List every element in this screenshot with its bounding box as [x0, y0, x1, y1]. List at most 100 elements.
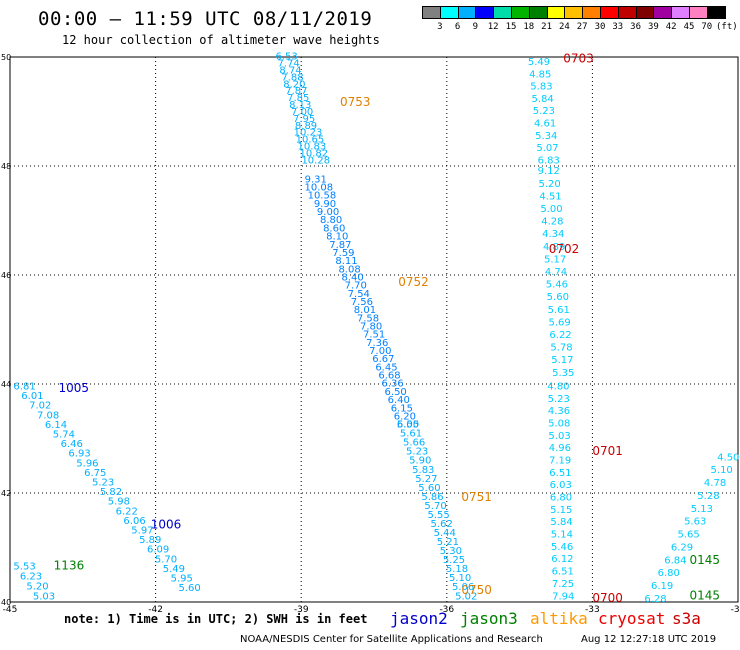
legend-label: 9 — [472, 22, 479, 32]
page-subtitle: 12 hour collection of altimeter wave hei… — [62, 33, 380, 47]
page-title: 00:00 – 11:59 UTC 08/11/2019 — [38, 8, 373, 30]
mission-altika: altika — [530, 609, 588, 628]
track-time-label: 0750 — [461, 583, 492, 597]
mission-s3a: s3a — [672, 609, 701, 628]
swh-value: 4.96 — [549, 443, 571, 454]
swh-value: 5.18 — [446, 564, 468, 575]
swh-value: 4.78 — [704, 478, 726, 489]
legend-label: 36 — [630, 22, 642, 32]
swh-value: 5.10 — [449, 573, 471, 584]
swh-value: 7.56 — [351, 297, 373, 308]
swh-value: 5.84 — [532, 94, 554, 105]
swh-value: 10.28 — [301, 155, 330, 166]
swh-value: 6.68 — [378, 371, 400, 382]
swh-value: 5.97 — [131, 525, 153, 536]
swh-value: 5.63 — [684, 517, 706, 528]
swh-value: 10.08 — [305, 183, 334, 194]
track-time-label: 0700 — [592, 591, 623, 605]
swh-value: 6.80 — [658, 568, 680, 579]
swh-value: 5.60 — [418, 483, 440, 494]
swh-value: 5.69 — [549, 317, 571, 328]
legend-label: 30 — [594, 22, 606, 32]
swh-value: 6.36 — [381, 379, 403, 390]
swh-value: 4.36 — [548, 406, 570, 417]
track-time-label: 0145 — [689, 553, 720, 567]
swh-value: 5.15 — [550, 505, 572, 516]
swh-value: 5.66 — [403, 438, 425, 449]
swh-value: 5.14 — [551, 530, 573, 541]
lat-tick-label: 48 — [1, 162, 11, 171]
swh-value: 5.74 — [53, 429, 75, 440]
swh-value: 7.74 — [277, 59, 299, 70]
swh-value: 7.59 — [332, 248, 354, 259]
map-frame — [9, 56, 739, 603]
swh-value: 5.28 — [697, 491, 719, 502]
track-time-label: 0702 — [549, 242, 580, 256]
swh-value: 7.58 — [357, 313, 379, 324]
swh-value: 5.23 — [548, 394, 570, 405]
swh-value: 7.08 — [37, 410, 59, 421]
swh-value: 5.08 — [548, 418, 570, 429]
swh-value: 5.82 — [100, 487, 122, 498]
swh-value: 5.65 — [677, 530, 699, 541]
swh-value: 5.17 — [551, 355, 573, 366]
swh-value: 6.81 — [13, 381, 35, 392]
legend-label: 70 — [701, 22, 713, 32]
swh-value: 4.51 — [539, 191, 561, 202]
swh-value: 6.46 — [61, 439, 83, 450]
swh-value: 6.51 — [552, 567, 574, 578]
swh-value: 6.75 — [84, 468, 106, 479]
credit-text: NOAA/NESDIS Center for Satellite Applica… — [240, 634, 543, 645]
swh-value: 6.84 — [664, 555, 686, 566]
swh-value: 4.74 — [545, 267, 567, 278]
swh-value: 5.83 — [530, 82, 552, 93]
swh-value: 7.70 — [345, 281, 367, 292]
swh-value: 7.87 — [285, 86, 307, 97]
swh-value: 7.02 — [29, 401, 51, 412]
swh-value: 5.60 — [178, 583, 200, 594]
track-time-label: 1136 — [54, 558, 85, 572]
swh-value: 8.08 — [338, 264, 360, 275]
lat-tick-label: 46 — [1, 271, 11, 280]
swh-value: 8.13 — [289, 100, 311, 111]
swh-value: 7.88 — [281, 72, 303, 83]
swh-value: 10.83 — [298, 141, 327, 152]
swh-value: 5.49 — [163, 564, 185, 575]
legend-label: 12 — [487, 22, 499, 32]
swh-value: 5.23 — [92, 477, 114, 488]
swh-value: 8.89 — [295, 121, 317, 132]
swh-value: 5.96 — [76, 458, 98, 469]
swh-value: 5.23 — [406, 447, 428, 458]
swh-value: 7.19 — [549, 456, 571, 467]
swh-value: 5.02 — [455, 591, 477, 602]
mission-cryosat: cryosat — [598, 609, 666, 628]
swh-value: 5.10 — [711, 465, 733, 476]
swh-value: 6.01 — [21, 391, 43, 402]
swh-value: 5.21 — [437, 537, 459, 548]
swh-value: 8.40 — [342, 272, 364, 283]
swh-value: 8.10 — [326, 232, 348, 243]
legend-label: 33 — [612, 22, 624, 32]
swh-value: 5.20 — [538, 179, 560, 190]
lon-tick-label: -36 — [439, 605, 454, 615]
legend-label: 24 — [558, 22, 570, 32]
track-time-label: 0753 — [340, 95, 371, 109]
swh-value: 5.34 — [535, 131, 557, 142]
swh-value: 5.49 — [528, 57, 550, 68]
swh-value: 8.80 — [320, 215, 342, 226]
swh-value: 8.11 — [335, 256, 357, 267]
lat-tick-label: 50 — [1, 53, 11, 62]
swh-value: 5.30 — [440, 546, 462, 557]
swh-value: 4.34 — [542, 229, 564, 240]
lon-tick-label: -33 — [585, 605, 600, 615]
legend-label: 21 — [541, 22, 553, 32]
swh-value: 9.31 — [305, 174, 327, 185]
swh-value: 5.90 — [409, 456, 431, 467]
swh-value: 6.19 — [651, 581, 673, 592]
legend-label: 45 — [683, 22, 695, 32]
lon-tick-label: -45 — [3, 605, 18, 615]
swh-value: 6.50 — [385, 387, 407, 398]
swh-value: 5.78 — [550, 343, 572, 354]
lat-tick-label: 42 — [1, 489, 11, 498]
